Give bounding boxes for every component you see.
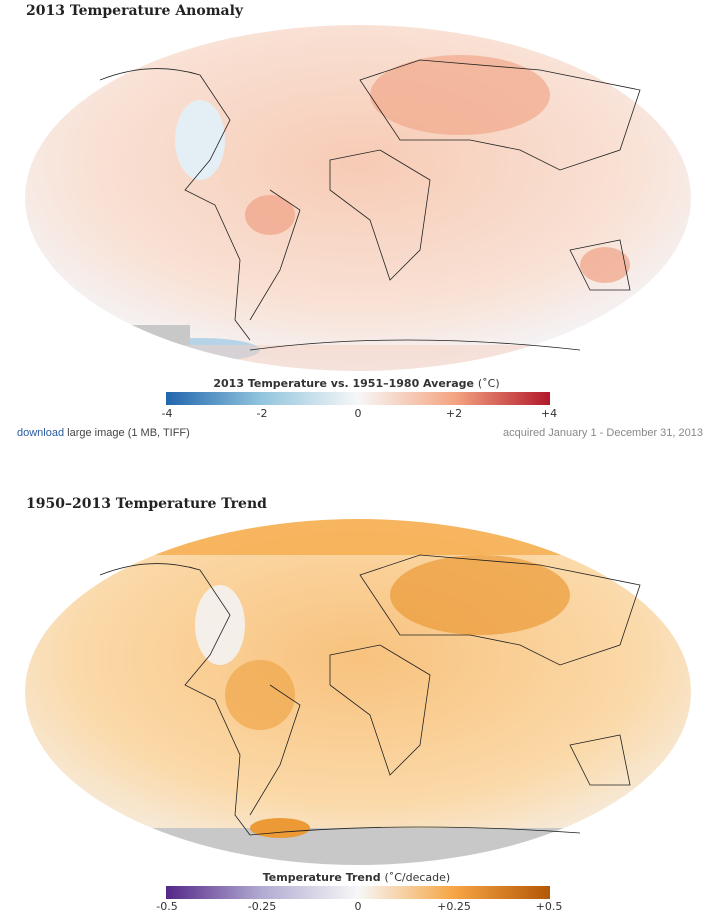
map1-colorbar [166, 392, 550, 405]
coastlines [99, 554, 641, 836]
map2-tick: -0.5 [156, 900, 178, 913]
map1-tick: -4 [161, 407, 173, 420]
acquired-date: acquired January 1 - December 31, 2013 [503, 427, 703, 439]
download-info: large image (1 MB, TIFF) [67, 427, 190, 439]
download-line: download large image (1 MB, TIFF) [17, 427, 190, 439]
map2-legend-title: Temperature Trend (˚C/decade) [262, 871, 451, 884]
map1-tick: +4 [540, 407, 558, 420]
temperature-trend-map [25, 519, 691, 865]
map1-tick: 0 [354, 407, 362, 420]
map2-tick: 0 [354, 900, 362, 913]
download-link[interactable]: download [17, 427, 65, 439]
temperature-anomaly-map [25, 25, 691, 371]
map1-legend-title: 2013 Temperature vs. 1951–1980 Average (… [213, 377, 500, 390]
coastlines [99, 59, 641, 351]
map1-title: 2013 Temperature Anomaly [26, 3, 244, 19]
map2-tick: +0.25 [437, 900, 471, 913]
map1-tick: +2 [445, 407, 463, 420]
map1-tick: -2 [256, 407, 268, 420]
map2-title: 1950–2013 Temperature Trend [26, 496, 267, 512]
map2-tick: -0.25 [247, 900, 277, 913]
map2-colorbar [166, 886, 550, 899]
map2-tick: +0.5 [535, 900, 563, 913]
